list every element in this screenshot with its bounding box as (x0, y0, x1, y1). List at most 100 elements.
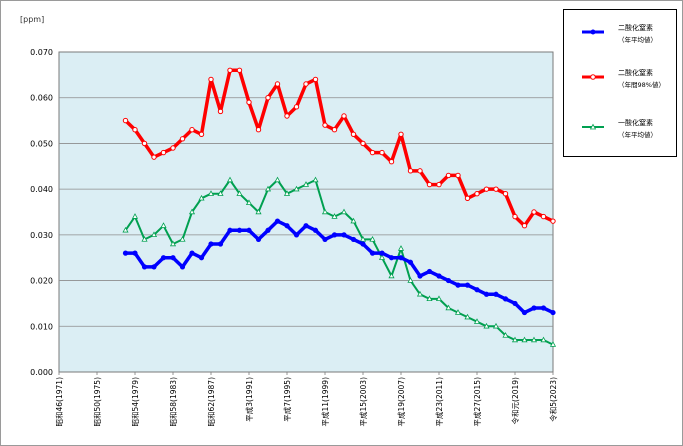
data-point (416, 290, 424, 297)
y-tick-label: 0.020 (30, 277, 53, 286)
data-point (445, 172, 452, 179)
data-point (511, 336, 519, 343)
data-point (512, 213, 518, 220)
data-point (331, 232, 338, 238)
data-point (122, 117, 129, 124)
data-point (350, 131, 357, 137)
x-tick-label: 平成23(2011) (434, 377, 444, 427)
x-tick-label: 昭和54(1979) (131, 377, 140, 427)
y-tick-label: 0.000 (30, 368, 53, 377)
legend-marker-no2-mean (590, 29, 596, 35)
data-point (179, 264, 186, 270)
series-line (124, 68, 554, 228)
series-line (124, 179, 554, 346)
data-point (312, 176, 319, 183)
data-point (550, 309, 556, 316)
data-point (255, 208, 262, 215)
data-point (227, 227, 233, 233)
data-point (407, 168, 414, 174)
y-tick-label: 0.070 (30, 48, 53, 57)
data-point (521, 223, 528, 229)
data-point (483, 322, 490, 329)
series-0 (122, 218, 556, 316)
data-point (246, 99, 252, 105)
legend-sublabel-no-mean: （年平均値） (618, 130, 657, 139)
data-point (293, 185, 300, 192)
data-point (150, 231, 158, 238)
data-point (388, 255, 395, 261)
data-point (132, 127, 138, 133)
data-point (340, 208, 348, 215)
x-tick-label: 昭和46(1971) (55, 377, 64, 427)
legend-entry-no-mean: 一酸化窒素 （年平均値） (582, 118, 657, 139)
y-tick-label: 0.060 (30, 94, 53, 103)
data-point (160, 222, 167, 228)
data-point (550, 218, 556, 224)
data-point (341, 113, 347, 119)
legend-entry-no2-98: 二酸化窒素 （年間98%値） (582, 68, 665, 89)
data-point (521, 336, 528, 343)
y-tick-label: 0.030 (30, 231, 53, 240)
data-point (483, 291, 490, 297)
data-point (473, 318, 481, 324)
data-point (169, 240, 177, 247)
x-tick-label: 昭和58(1983) (169, 377, 178, 427)
data-point (474, 191, 480, 197)
gridlines (59, 97, 553, 327)
data-point (464, 195, 471, 201)
data-point (493, 291, 499, 297)
x-tick-label: 令和元(2019) (510, 377, 520, 425)
legend-marker-no-mean (589, 123, 597, 130)
data-point (141, 140, 148, 147)
data-point (359, 235, 367, 242)
data-point (369, 149, 376, 156)
data-point (464, 313, 471, 320)
data-point (379, 149, 385, 156)
data-point (455, 172, 461, 179)
plot-area (58, 51, 554, 373)
x-axis-ticks: 昭和46(1971) 昭和50(1975) 昭和54(1979) 昭和58(1983)… (55, 372, 558, 426)
data-point (445, 277, 452, 284)
data-point (198, 255, 205, 261)
data-point (226, 176, 234, 183)
data-point (369, 250, 376, 256)
data-point (151, 264, 157, 270)
data-point (207, 190, 215, 196)
data-point (293, 104, 300, 110)
data-point (274, 81, 281, 87)
data-point (360, 241, 366, 247)
data-point (236, 190, 243, 196)
data-point (502, 296, 509, 302)
data-point (350, 236, 357, 243)
data-point (122, 226, 129, 233)
data-point (264, 185, 272, 192)
data-point (198, 131, 205, 137)
data-point (217, 108, 224, 115)
data-point (474, 287, 480, 293)
data-point (322, 236, 328, 243)
series-2 (122, 176, 557, 347)
data-point (141, 235, 148, 242)
data-point (379, 250, 385, 256)
data-point (246, 227, 252, 233)
x-tick-label: 平成11(1999) (320, 377, 330, 427)
data-point (170, 145, 176, 151)
data-point (227, 67, 233, 73)
legend-sublabel-no2-98: （年間98%値） (618, 80, 665, 89)
data-point (122, 250, 129, 256)
data-point (436, 181, 442, 188)
data-point (341, 232, 347, 238)
data-point (151, 154, 157, 160)
y-tick-label: 0.050 (30, 139, 53, 148)
data-point (492, 322, 500, 329)
data-point (217, 190, 224, 196)
data-point (455, 282, 461, 288)
data-point (436, 273, 442, 279)
data-point (512, 300, 518, 307)
data-point (369, 235, 376, 242)
data-point (483, 186, 490, 192)
data-point (160, 149, 167, 156)
data-point (170, 255, 176, 261)
data-point (531, 305, 537, 311)
data-point (160, 255, 167, 261)
